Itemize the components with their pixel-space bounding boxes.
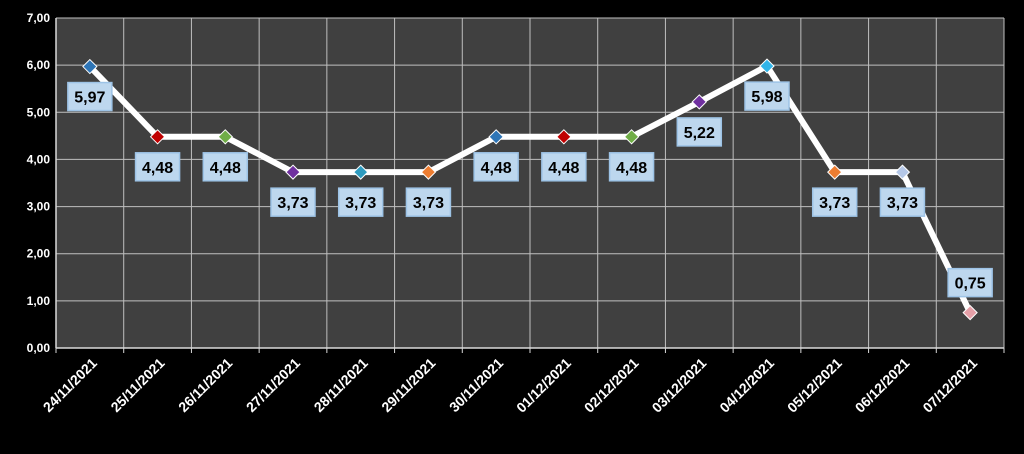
data-label-text: 3,73 bbox=[819, 195, 850, 212]
data-label-box bbox=[473, 152, 519, 182]
data-label: 3,73 bbox=[337, 187, 384, 217]
data-label-box bbox=[608, 152, 655, 182]
data-label-box bbox=[202, 152, 249, 182]
data-label: 4,48 bbox=[473, 152, 519, 182]
data-point-marker bbox=[623, 129, 640, 145]
data-label: 4,48 bbox=[134, 152, 181, 182]
y-tick-label: 2,00 bbox=[27, 247, 51, 261]
x-tick-label: 06/12/2021 bbox=[852, 355, 913, 416]
data-label: 5,97 bbox=[67, 81, 113, 112]
data-label-text: 3,73 bbox=[887, 195, 918, 212]
data-label-text: 5,98 bbox=[751, 89, 782, 106]
data-label: 3,73 bbox=[879, 187, 926, 217]
data-point-marker bbox=[556, 129, 572, 145]
data-label-text: 3,73 bbox=[345, 195, 376, 212]
x-tick-label: 07/12/2021 bbox=[919, 355, 980, 416]
data-label-box bbox=[337, 187, 384, 217]
data-label-box bbox=[541, 152, 587, 182]
x-tick-label: 29/11/2021 bbox=[378, 355, 438, 415]
x-tick-label: 24/11/2021 bbox=[40, 355, 100, 415]
x-tick-label: 04/12/2021 bbox=[716, 355, 777, 416]
data-label-box bbox=[676, 117, 723, 147]
data-label-box bbox=[134, 152, 181, 182]
series-line bbox=[86, 63, 974, 316]
y-tick-label: 5,00 bbox=[27, 105, 51, 119]
data-label-box bbox=[879, 187, 926, 217]
data-label-text: 5,97 bbox=[74, 90, 105, 107]
data-label-box bbox=[947, 267, 993, 298]
series-markers bbox=[82, 58, 978, 321]
data-label: 4,48 bbox=[608, 152, 655, 182]
data-label: 3,73 bbox=[405, 187, 452, 217]
data-label-box bbox=[270, 187, 316, 217]
x-tick-label: 30/11/2021 bbox=[446, 355, 506, 415]
x-tick-label: 28/11/2021 bbox=[311, 355, 371, 415]
x-tick-label: 25/11/2021 bbox=[107, 355, 167, 415]
data-label-text: 5,22 bbox=[684, 125, 715, 142]
y-tick-label: 6,00 bbox=[27, 58, 51, 72]
data-label-text: 4,48 bbox=[616, 160, 647, 177]
data-point-marker bbox=[488, 129, 504, 145]
data-label-text: 4,48 bbox=[142, 160, 173, 177]
data-label-text: 4,48 bbox=[548, 160, 579, 177]
data-point-marker bbox=[420, 164, 437, 180]
data-label: 3,73 bbox=[811, 187, 858, 217]
y-tick-label: 3,00 bbox=[27, 200, 51, 214]
data-point-marker bbox=[149, 129, 166, 145]
y-tick-label: 7,00 bbox=[27, 11, 51, 25]
x-tick-label: 05/12/2021 bbox=[784, 355, 845, 416]
y-tick-label: 1,00 bbox=[27, 294, 51, 308]
data-point-marker bbox=[82, 58, 98, 75]
data-point-marker bbox=[353, 164, 369, 180]
data-label: 4,48 bbox=[541, 152, 587, 182]
data-point-marker bbox=[894, 164, 911, 180]
data-label: 5,98 bbox=[744, 81, 790, 111]
data-label: 5,22 bbox=[676, 117, 723, 147]
data-label: 0,75 bbox=[947, 267, 993, 298]
data-point-marker bbox=[759, 58, 775, 74]
data-label-box bbox=[67, 81, 113, 112]
gridlines bbox=[55, 17, 1005, 353]
data-labels: 5,97 4,48 4,48 3,73 3,73 3,73 4,48 4,48 4,48 5,22… bbox=[67, 81, 993, 298]
data-point-marker bbox=[217, 129, 233, 145]
x-tick-label: 26/11/2021 bbox=[175, 355, 235, 415]
data-label-text: 0,75 bbox=[955, 276, 986, 293]
data-point-marker bbox=[962, 304, 978, 321]
x-tick-label: 02/12/2021 bbox=[581, 355, 642, 416]
data-label-text: 4,48 bbox=[481, 160, 512, 177]
x-tick-label: 03/12/2021 bbox=[649, 355, 710, 416]
data-label-text: 3,73 bbox=[413, 195, 444, 212]
data-label-box bbox=[811, 187, 858, 217]
data-point-marker bbox=[691, 94, 707, 110]
data-point-marker bbox=[827, 164, 843, 180]
x-axis-ticks: 24/11/2021 25/11/2021 26/11/2021 27/11/2021… bbox=[40, 355, 981, 416]
x-tick-label: 01/12/2021 bbox=[513, 355, 574, 416]
x-tick-label: 27/11/2021 bbox=[243, 355, 303, 415]
data-label-box bbox=[744, 81, 790, 111]
y-axis-ticks: 0,00 1,00 2,00 3,00 4,00 5,00 6,00 7,00 bbox=[27, 11, 51, 355]
data-point-marker bbox=[285, 164, 301, 180]
series-polyline bbox=[86, 63, 974, 316]
data-label-text: 3,73 bbox=[277, 195, 308, 212]
data-label-text: 4,48 bbox=[210, 160, 241, 177]
y-tick-label: 0,00 bbox=[27, 341, 51, 355]
y-tick-label: 4,00 bbox=[27, 152, 51, 166]
data-label: 4,48 bbox=[202, 152, 249, 182]
data-label: 3,73 bbox=[270, 187, 316, 217]
data-label-box bbox=[405, 187, 452, 217]
